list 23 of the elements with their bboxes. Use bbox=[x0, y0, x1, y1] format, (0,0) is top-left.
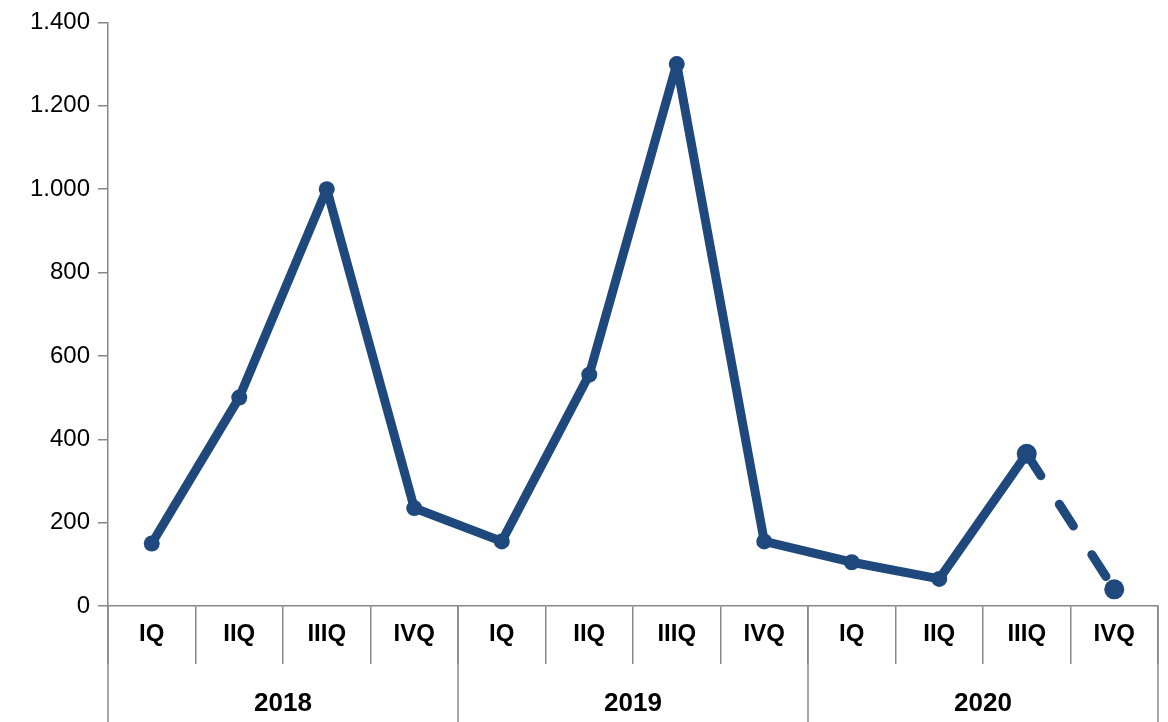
x-tick-label: IQ bbox=[139, 619, 165, 647]
y-tick-label: 1.400 bbox=[29, 7, 90, 35]
x-tick-label: IVQ bbox=[743, 619, 785, 647]
text: 2020 bbox=[954, 687, 1012, 718]
text: 2019 bbox=[604, 687, 662, 718]
y-tick-label: 0 bbox=[76, 590, 90, 618]
x-tick-label: IVQ bbox=[1093, 619, 1135, 647]
x-tick-label: IQ bbox=[839, 619, 865, 647]
y-tick-label: 800 bbox=[49, 257, 90, 285]
y-tick-label: 400 bbox=[49, 423, 90, 451]
y-tick-label: 600 bbox=[49, 340, 90, 368]
x-tick-label: IVQ bbox=[393, 619, 435, 647]
x-tick-label: IIIQ bbox=[307, 619, 347, 647]
x-tick-label: IIQ bbox=[573, 619, 606, 647]
x-tick-label: IIQ bbox=[223, 619, 256, 647]
x-tick-label: IIIQ bbox=[1007, 619, 1047, 647]
x-tick-label: IIQ bbox=[923, 619, 956, 647]
x-tick-label: IIIQ bbox=[657, 619, 697, 647]
x-tick-label: IQ bbox=[489, 619, 515, 647]
y-tick-label: 200 bbox=[49, 507, 90, 535]
y-tick-label: 1.000 bbox=[29, 173, 90, 201]
text: 2018 bbox=[254, 687, 312, 718]
y-tick-label: 1.200 bbox=[29, 90, 90, 118]
